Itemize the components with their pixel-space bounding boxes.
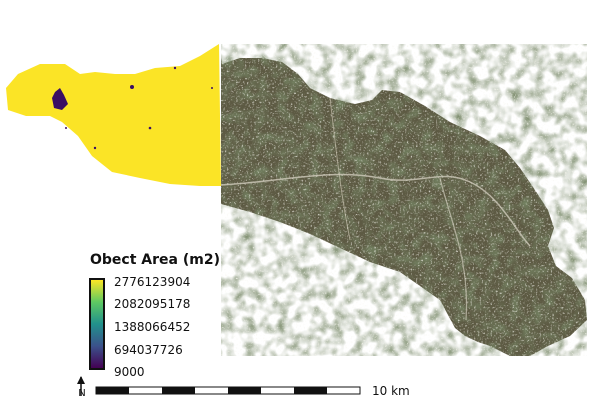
svg-text:N: N: [78, 388, 85, 399]
scale-bar-segment: [162, 387, 195, 394]
legend-tick-label: 2776123904: [114, 275, 191, 289]
legend-colorbar: [89, 278, 105, 370]
secondary-road: [329, 97, 351, 241]
small-object-patch: [65, 127, 67, 129]
classified-area: [6, 44, 221, 186]
legend-title: Obect Area (m2): [90, 252, 220, 268]
legend-tick-label: 1388066452: [114, 320, 191, 334]
north-arrow-icon: N: [77, 376, 86, 399]
scale-bar-segment: [228, 387, 261, 394]
scale-bar-segment: [294, 387, 327, 394]
small-object-patch: [148, 126, 152, 130]
legend-tick-label: 694037726: [114, 343, 183, 357]
scale-bar: [95, 386, 361, 395]
highway-road: [221, 173, 531, 247]
small-object-patch: [52, 88, 68, 110]
legend-tick-label: 2082095178: [114, 297, 191, 311]
scale-bar-segment: [96, 387, 129, 394]
small-object-patch: [93, 146, 97, 150]
watershed-classified-area: [6, 44, 221, 186]
legend-tick-label: 9000: [114, 365, 145, 379]
small-object-patch: [211, 87, 213, 89]
small-object-patch: [173, 66, 177, 70]
scale-bar-label: 10 km: [372, 384, 410, 398]
secondary-road: [439, 177, 468, 321]
small-object-patch: [130, 85, 134, 89]
satellite-basemap: [221, 44, 587, 356]
